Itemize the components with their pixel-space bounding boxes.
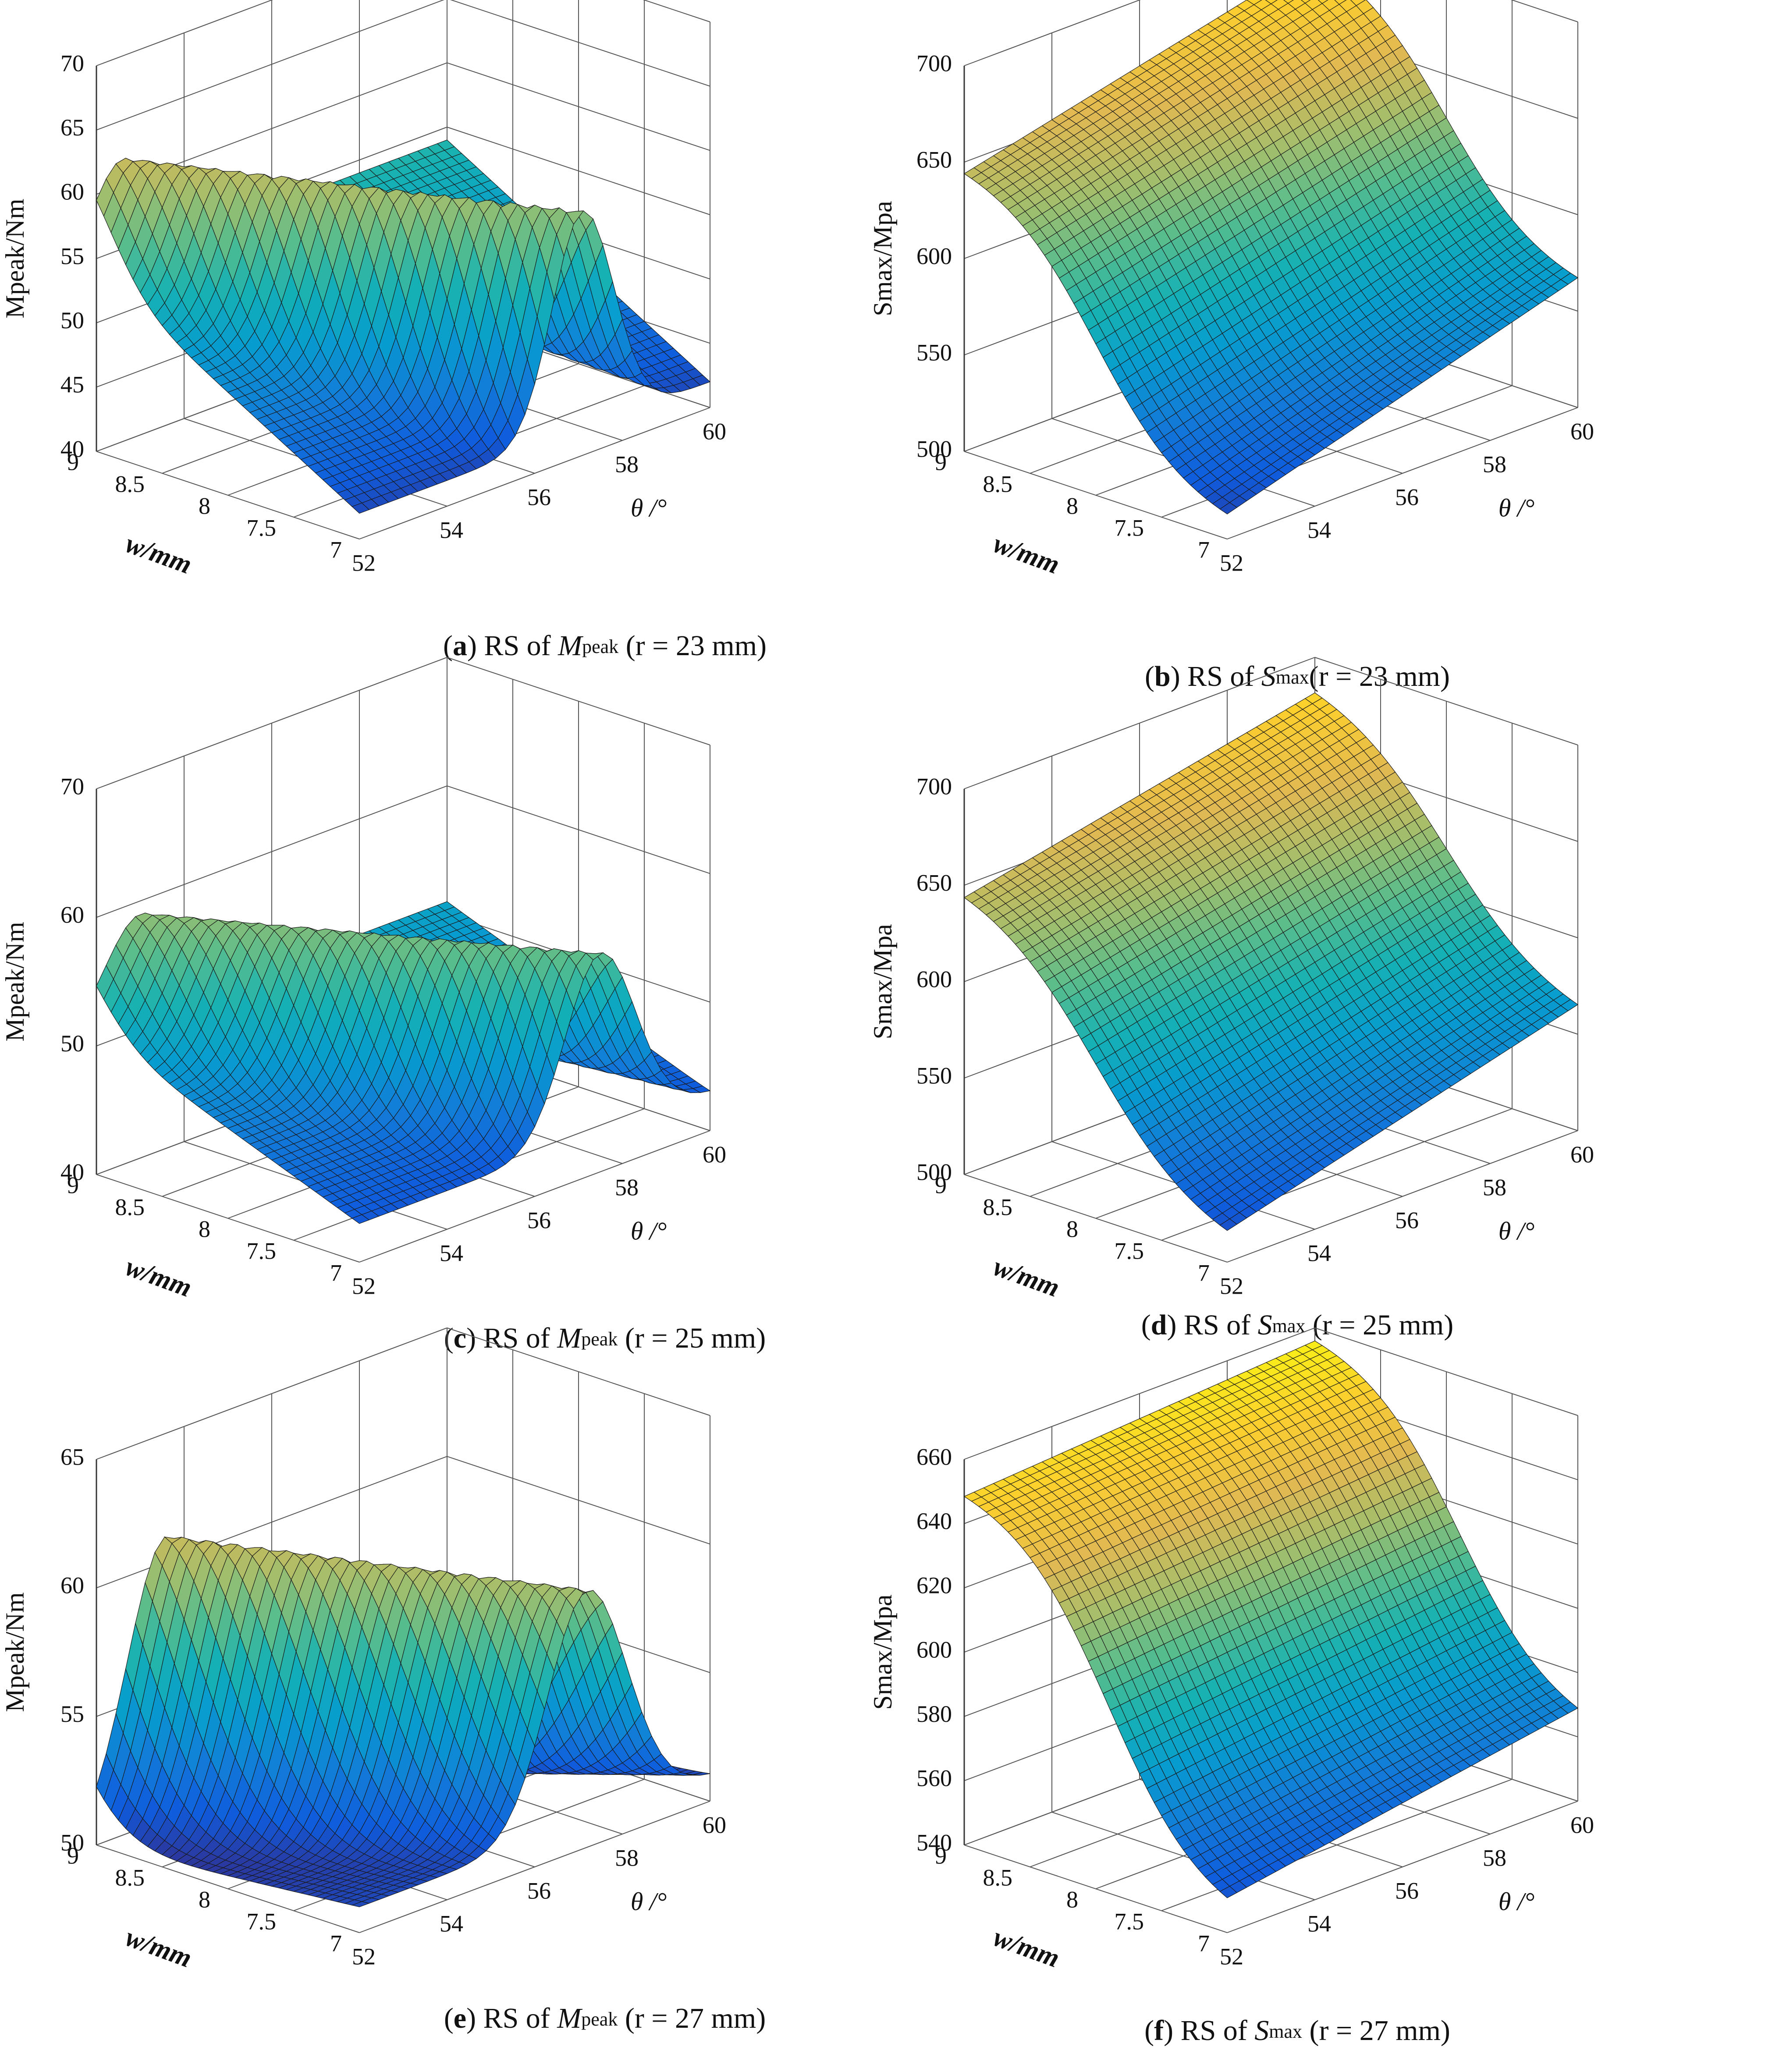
caption-label: b (1154, 660, 1171, 692)
x-tick-label: 58 (615, 1174, 639, 1200)
y-tick-label: 8 (199, 493, 210, 519)
caption-suffix: (r = 23 mm) (1309, 660, 1450, 692)
x-axis-label: θ /° (631, 1217, 667, 1245)
z-tick-label: 700 (916, 50, 952, 76)
y-tick-label: 8.5 (115, 471, 145, 497)
caption-paren: ) (1171, 660, 1187, 692)
x-tick-label: 60 (703, 1141, 726, 1167)
caption-label: c (454, 1322, 466, 1354)
caption-paren: ) (466, 1322, 483, 1354)
caption-subscript: peak (582, 636, 618, 657)
x-tick-label: 60 (703, 418, 726, 444)
caption-prefix: RS of (483, 1322, 557, 1354)
y-tick-label: 8 (199, 1216, 210, 1242)
caption-label: a (453, 630, 467, 662)
panel-caption: (b) RS of Smax(r = 23 mm) (1145, 660, 1450, 692)
x-axis-label: θ /° (631, 493, 667, 522)
x-tick-label: 56 (1395, 484, 1419, 510)
y-tick-label: 9 (67, 1172, 79, 1198)
y-tick-label: 7 (330, 1260, 342, 1286)
response-surface (963, 0, 1579, 514)
z-tick-label: 50 (60, 307, 84, 334)
z-axis-label: Mpeak/Nm (0, 199, 29, 318)
x-tick-label: 54 (440, 517, 463, 543)
z-tick-label: 65 (60, 114, 84, 141)
y-axis-label: w/mm (122, 529, 196, 580)
x-tick-label: 52 (352, 1273, 376, 1299)
caption-prefix: RS of (1187, 660, 1261, 692)
z-tick-label: 650 (916, 146, 952, 173)
caption-paren: ( (1145, 660, 1154, 692)
caption-suffix: (r = 23 mm) (618, 630, 767, 662)
y-tick-label: 9 (935, 449, 947, 475)
y-tick-label: 7.5 (247, 1238, 277, 1264)
z-tick-label: 45 (60, 372, 84, 398)
z-tick-label: 70 (60, 50, 84, 76)
z-tick-label: 70 (60, 773, 84, 799)
panel-caption: (c) RS of Mpeak (r = 25 mm) (444, 1322, 766, 1354)
x-tick-label: 56 (527, 1207, 551, 1233)
x-tick-label: 52 (352, 550, 376, 576)
side-wall-grid-line (447, 62, 710, 151)
chart-panel-d: 50055060065070077.588.595254565860Smax/M… (868, 657, 1594, 1341)
z-tick-label: 55 (60, 243, 84, 269)
y-tick-label: 7 (1198, 536, 1210, 563)
x-axis-label: θ /° (1498, 493, 1534, 522)
z-tick-label: 60 (60, 902, 84, 928)
x-tick-label: 58 (1483, 451, 1506, 477)
x-tick-label: 52 (1220, 550, 1243, 576)
response-surface (963, 692, 1579, 1231)
x-tick-label: 56 (527, 484, 551, 510)
y-axis-label: w/mm (990, 529, 1064, 580)
x-tick-label: 60 (1570, 418, 1594, 444)
caption-prefix: RS of (484, 630, 558, 662)
y-tick-label: 8 (1066, 493, 1078, 519)
caption-paren: ( (444, 1322, 454, 1354)
caption-suffix: (r = 25 mm) (618, 1322, 766, 1354)
z-tick-label: 60 (60, 179, 84, 205)
y-tick-label: 8.5 (983, 471, 1013, 497)
x-tick-label: 58 (615, 451, 639, 477)
y-tick-label: 7.5 (1115, 514, 1144, 541)
x-tick-label: 54 (440, 1240, 463, 1266)
chart-panel-b: 50055060065070077.588.595254565860Smax/M… (868, 0, 1594, 692)
z-tick-label: 550 (916, 339, 952, 365)
caption-symbol: M (557, 1322, 583, 1354)
caption-subscript: peak (581, 1328, 618, 1350)
z-axis-label: Smax/Mpa (868, 201, 897, 316)
side-wall-grid-line (447, 127, 710, 215)
y-axis-label: w/mm (122, 1252, 196, 1303)
chart-panel-a: 4045505560657077.588.595254565860Mpeak/N… (0, 0, 767, 662)
caption-paren: ( (443, 630, 453, 662)
caption-symbol: M (557, 630, 584, 662)
side-wall-grid-line (450, 0, 710, 87)
y-tick-label: 8.5 (115, 1194, 145, 1220)
y-tick-label: 9 (67, 449, 79, 475)
y-tick-label: 7.5 (247, 514, 277, 541)
back-wall-grid-line (96, 0, 273, 66)
y-tick-label: 7 (330, 536, 342, 563)
z-tick-label: 600 (916, 243, 952, 269)
x-tick-label: 54 (1307, 517, 1331, 543)
caption-paren: ) (467, 630, 484, 662)
back-wall-grid-line (96, 0, 444, 131)
response-surface (96, 139, 711, 514)
side-wall-grid-line (643, 0, 710, 22)
panel-caption: (a) RS of Mpeak (r = 23 mm) (443, 630, 767, 662)
chart-panel-c: 4050607077.588.595254565860Mpeak/Nmw/mmθ… (0, 657, 766, 1354)
z-tick-label: 50 (60, 1030, 84, 1057)
z-axis-label: Mpeak/Nm (0, 922, 29, 1041)
floor-grid-line (359, 407, 710, 539)
